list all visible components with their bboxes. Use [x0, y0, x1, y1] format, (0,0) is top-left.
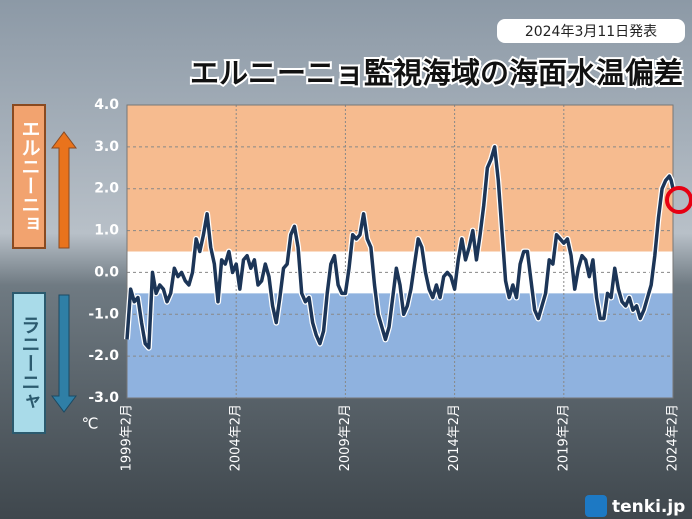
logo-icon	[585, 495, 607, 517]
y-tick-label: -3.0	[88, 390, 119, 406]
y-unit: ℃	[82, 415, 99, 433]
chart-title: エルニーニョ監視海域の海面水温偏差	[190, 56, 683, 90]
el-nino-box	[12, 104, 46, 249]
el-nino-label: エルニーニョ	[19, 119, 41, 233]
highlight-circle	[665, 186, 692, 214]
x-tick-label: 1999年2月	[120, 404, 135, 471]
x-tick-label: 2019年2月	[556, 404, 571, 471]
date-badge	[497, 19, 685, 43]
logo: tenki.jp	[612, 497, 685, 517]
down-arrow	[51, 294, 77, 413]
x-tick-label: 2009年2月	[338, 404, 353, 471]
y-tick-label: -1.0	[88, 306, 119, 322]
la-nina-box	[12, 292, 46, 434]
y-tick-label: 2.0	[94, 181, 119, 197]
la-nina-label: ラニーニャ	[19, 316, 41, 411]
band	[127, 293, 673, 398]
y-tick-label: 1.0	[94, 223, 119, 239]
band	[127, 105, 673, 252]
subtitle: 2024年3月11日発表	[525, 24, 657, 40]
up-arrow	[51, 131, 77, 249]
x-tick-label: 2014年2月	[447, 404, 462, 471]
line	[125, 145, 675, 350]
y-tick-label: 4.0	[94, 97, 119, 113]
y-tick-label: 3.0	[94, 139, 119, 155]
x-tick-label: 2004年2月	[229, 404, 244, 471]
plot-frame	[126, 104, 674, 399]
x-tick-label: 2024年2月	[666, 404, 681, 471]
y-tick-label: 0.0	[94, 264, 119, 280]
y-tick-label: -2.0	[88, 348, 119, 364]
